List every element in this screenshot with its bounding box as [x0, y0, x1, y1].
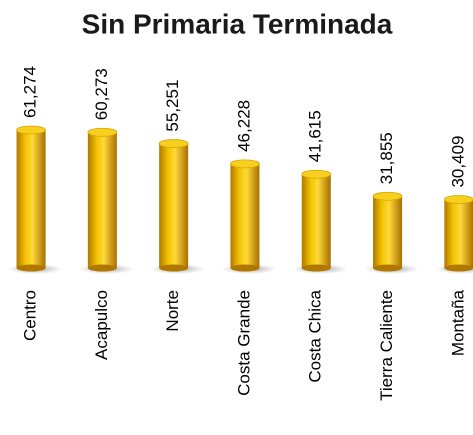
- bar-top: [87, 127, 118, 137]
- x-tick-label: Centro: [21, 290, 40, 341]
- bar-top: [301, 169, 332, 179]
- bar: [301, 174, 331, 268]
- value-label: 30,409: [448, 136, 467, 188]
- value-label: 41,615: [306, 110, 325, 162]
- value-label: 31,855: [377, 132, 396, 184]
- bar: [230, 163, 260, 268]
- bar: [87, 132, 117, 268]
- x-tick-label: Costa Grande: [234, 290, 253, 396]
- bar-top: [16, 125, 46, 135]
- x-tick-label: Costa Chica: [306, 289, 325, 382]
- bar-bottom: [87, 264, 117, 272]
- bar-bottom: [159, 264, 189, 272]
- bar-bottom: [16, 264, 46, 272]
- value-label: 55,251: [163, 80, 182, 132]
- bar-bottom: [230, 264, 260, 272]
- bar: [16, 130, 46, 268]
- x-tick-label: Tierra Caliente: [377, 290, 396, 401]
- bar-top: [158, 139, 189, 148]
- x-tick-label: Acapulco: [92, 290, 111, 360]
- value-label: 46,228: [234, 100, 253, 152]
- bar: [444, 199, 473, 268]
- bar-top: [372, 191, 403, 201]
- bar-bottom: [301, 264, 331, 272]
- bar-top: [230, 159, 260, 169]
- bar-bottom: [373, 264, 403, 272]
- value-label: 60,273: [92, 68, 111, 120]
- value-label: 61,274: [21, 66, 40, 118]
- bar: [373, 196, 403, 268]
- x-tick-label: Montaña: [448, 289, 467, 356]
- bar: [159, 143, 189, 268]
- chart-title: Sin Primaria Terminada: [82, 8, 393, 39]
- bar-top: [443, 195, 473, 204]
- x-tick-label: Norte: [163, 290, 182, 332]
- bar-bottom: [444, 264, 473, 272]
